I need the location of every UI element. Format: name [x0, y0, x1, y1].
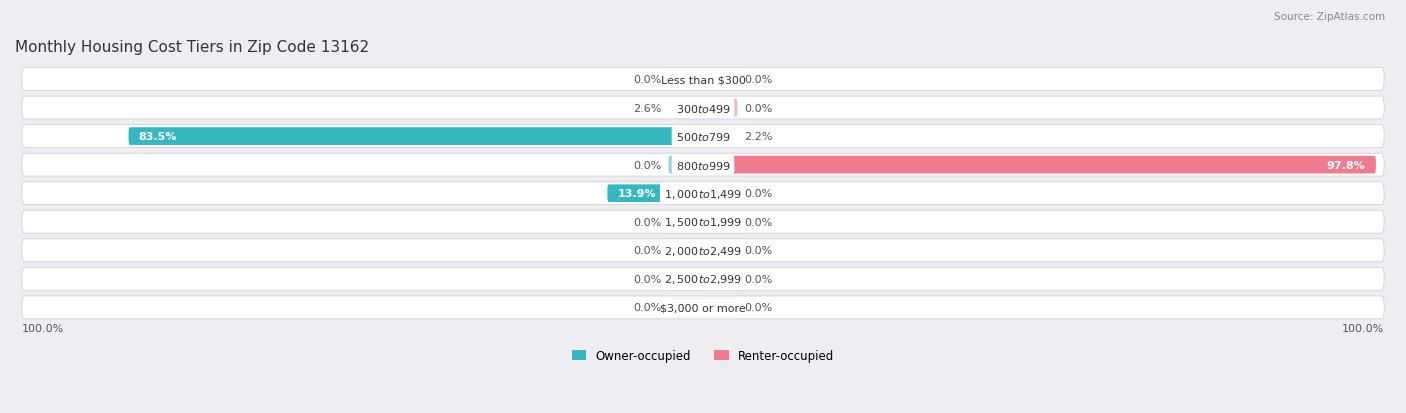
- Text: 0.0%: 0.0%: [634, 303, 662, 313]
- FancyBboxPatch shape: [128, 128, 703, 146]
- Text: $1,000 to $1,499: $1,000 to $1,499: [664, 187, 742, 200]
- Text: 0.0%: 0.0%: [634, 160, 662, 170]
- FancyBboxPatch shape: [22, 268, 1384, 291]
- FancyBboxPatch shape: [703, 271, 737, 288]
- Text: 0.0%: 0.0%: [744, 189, 772, 199]
- FancyBboxPatch shape: [669, 71, 703, 89]
- Text: $1,500 to $1,999: $1,500 to $1,999: [664, 216, 742, 229]
- Legend: Owner-occupied, Renter-occupied: Owner-occupied, Renter-occupied: [572, 349, 834, 362]
- Text: 100.0%: 100.0%: [1341, 323, 1384, 333]
- FancyBboxPatch shape: [703, 157, 1376, 174]
- FancyBboxPatch shape: [669, 271, 703, 288]
- FancyBboxPatch shape: [607, 185, 703, 202]
- Text: 0.0%: 0.0%: [744, 217, 772, 227]
- FancyBboxPatch shape: [22, 183, 1384, 205]
- Text: Less than $300: Less than $300: [661, 75, 745, 85]
- FancyBboxPatch shape: [669, 299, 703, 316]
- FancyBboxPatch shape: [669, 214, 703, 231]
- FancyBboxPatch shape: [685, 100, 703, 117]
- Text: 2.6%: 2.6%: [633, 103, 662, 113]
- FancyBboxPatch shape: [703, 242, 737, 259]
- Text: 0.0%: 0.0%: [634, 246, 662, 256]
- Text: Monthly Housing Cost Tiers in Zip Code 13162: Monthly Housing Cost Tiers in Zip Code 1…: [15, 40, 370, 55]
- FancyBboxPatch shape: [703, 214, 737, 231]
- FancyBboxPatch shape: [22, 97, 1384, 120]
- FancyBboxPatch shape: [703, 299, 737, 316]
- Text: 0.0%: 0.0%: [634, 75, 662, 85]
- Text: 13.9%: 13.9%: [617, 189, 657, 199]
- FancyBboxPatch shape: [703, 71, 737, 89]
- FancyBboxPatch shape: [22, 239, 1384, 262]
- Text: $3,000 or more: $3,000 or more: [661, 303, 745, 313]
- FancyBboxPatch shape: [669, 157, 703, 174]
- Text: 0.0%: 0.0%: [744, 75, 772, 85]
- FancyBboxPatch shape: [703, 128, 718, 146]
- FancyBboxPatch shape: [22, 126, 1384, 148]
- Text: 0.0%: 0.0%: [744, 246, 772, 256]
- Text: 100.0%: 100.0%: [22, 323, 65, 333]
- Text: $2,000 to $2,499: $2,000 to $2,499: [664, 244, 742, 257]
- Text: $300 to $499: $300 to $499: [675, 102, 731, 114]
- FancyBboxPatch shape: [22, 69, 1384, 91]
- FancyBboxPatch shape: [703, 185, 737, 202]
- Text: 0.0%: 0.0%: [634, 217, 662, 227]
- Text: 0.0%: 0.0%: [744, 303, 772, 313]
- Text: $500 to $799: $500 to $799: [675, 131, 731, 143]
- Text: $2,500 to $2,999: $2,500 to $2,999: [664, 273, 742, 286]
- FancyBboxPatch shape: [669, 242, 703, 259]
- FancyBboxPatch shape: [22, 296, 1384, 319]
- FancyBboxPatch shape: [703, 100, 737, 117]
- FancyBboxPatch shape: [22, 211, 1384, 234]
- Text: 2.2%: 2.2%: [744, 132, 773, 142]
- Text: $800 to $999: $800 to $999: [675, 159, 731, 171]
- Text: 83.5%: 83.5%: [139, 132, 177, 142]
- FancyBboxPatch shape: [22, 154, 1384, 177]
- Text: 97.8%: 97.8%: [1327, 160, 1365, 170]
- Text: Source: ZipAtlas.com: Source: ZipAtlas.com: [1274, 12, 1385, 22]
- Text: 0.0%: 0.0%: [744, 274, 772, 284]
- Text: 0.0%: 0.0%: [744, 103, 772, 113]
- Text: 0.0%: 0.0%: [634, 274, 662, 284]
